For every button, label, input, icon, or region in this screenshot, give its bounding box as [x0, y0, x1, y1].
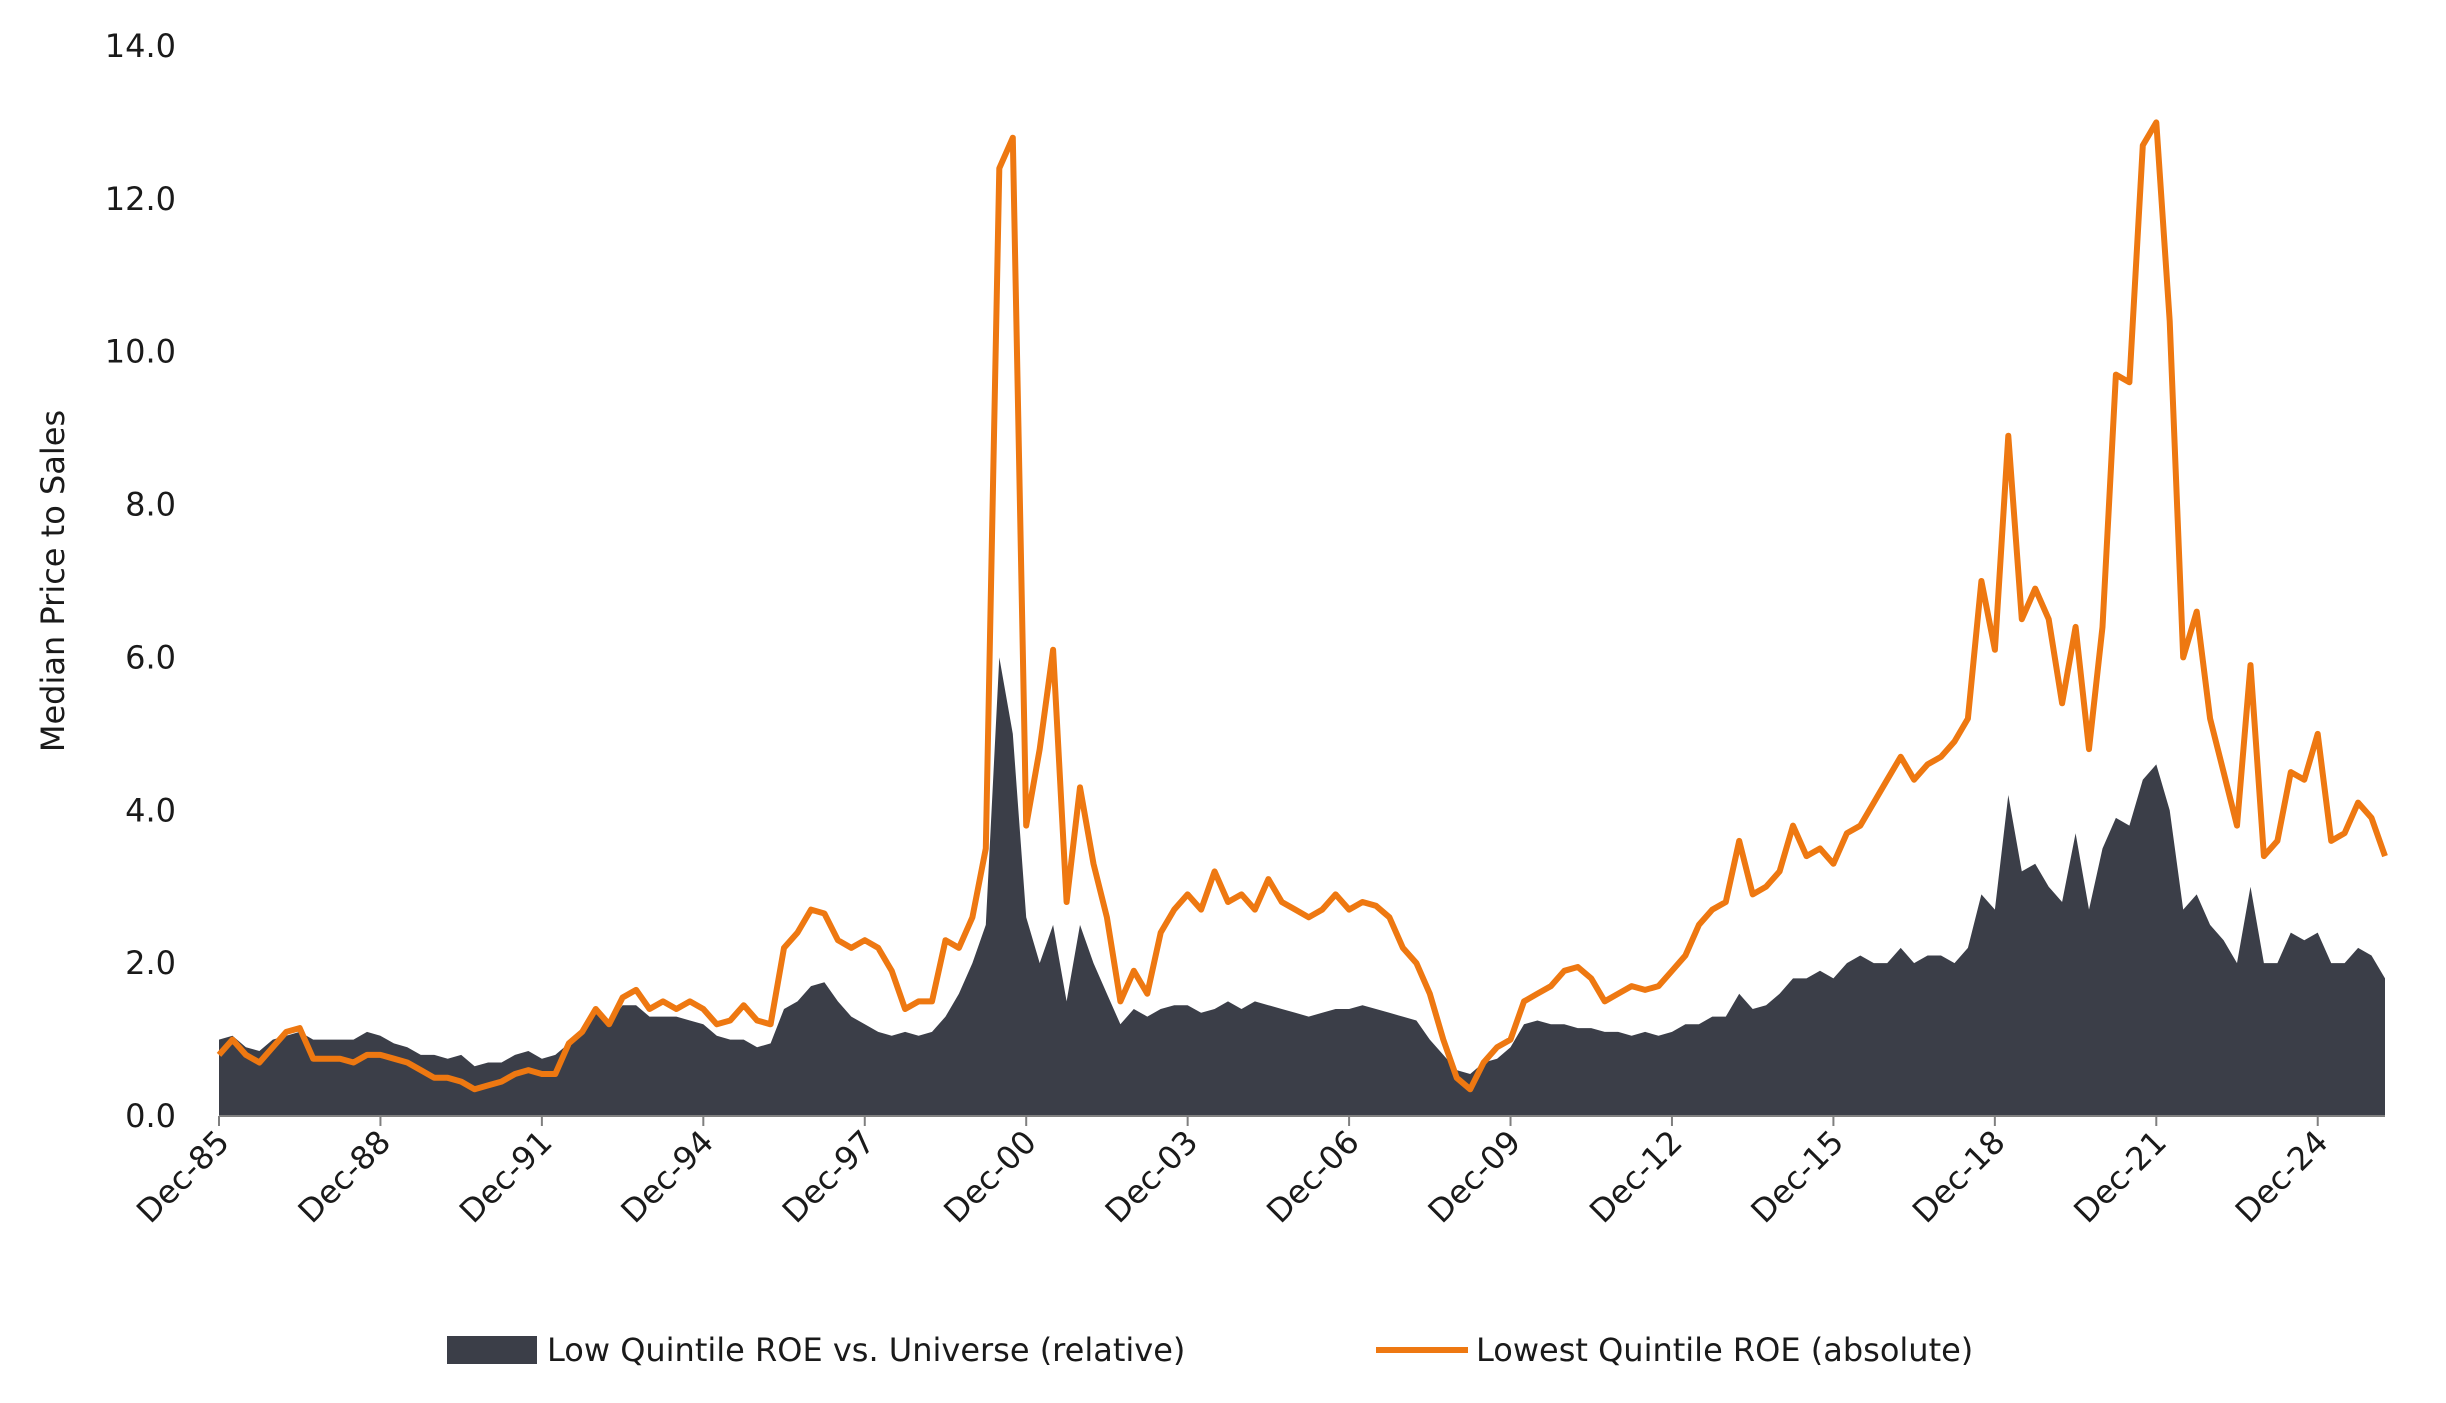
y-tick-label: 2.0	[125, 944, 176, 982]
x-tick-label: Dec-91	[452, 1123, 560, 1231]
y-tick-label: 12.0	[105, 180, 176, 218]
line	[216, 119, 2388, 1093]
x-tick-label: Dec-09	[1421, 1123, 1529, 1231]
y-tick-label: 0.0	[125, 1097, 176, 1135]
y-tick-label: 6.0	[125, 638, 176, 676]
x-tick-label: Dec-12	[1582, 1123, 1690, 1231]
x-tick-label: Dec-97	[775, 1123, 883, 1231]
x-tick-label: Dec-03	[1098, 1123, 1206, 1231]
y-tick-label: 8.0	[125, 486, 176, 524]
x-tick-label: Dec-94	[613, 1123, 721, 1231]
y-tick-label: 14.0	[105, 27, 176, 65]
x-tick-label: Dec-15	[1743, 1123, 1851, 1231]
x-tick-label: Dec-88	[290, 1123, 398, 1231]
area	[219, 657, 2385, 1116]
legend-label: Lowest Quintile ROE (absolute)	[1476, 1331, 1973, 1369]
legend-label: Low Quintile ROE vs. Universe (relative)	[547, 1331, 1185, 1369]
x-tick-label: Dec-85	[129, 1123, 237, 1231]
x-tick-label: Dec-24	[2228, 1123, 2336, 1231]
x-tick-label: Dec-21	[2066, 1123, 2174, 1231]
x-tick-label: Dec-00	[936, 1123, 1044, 1231]
x-tick-label: Dec-06	[1259, 1123, 1367, 1231]
x-tick-label: Dec-18	[1905, 1123, 2013, 1231]
legend-swatch	[447, 1336, 537, 1364]
y-axis-label: Median Price to Sales	[34, 410, 72, 752]
y-tick-label: 10.0	[105, 333, 176, 371]
y-tick-label: 4.0	[125, 791, 176, 829]
